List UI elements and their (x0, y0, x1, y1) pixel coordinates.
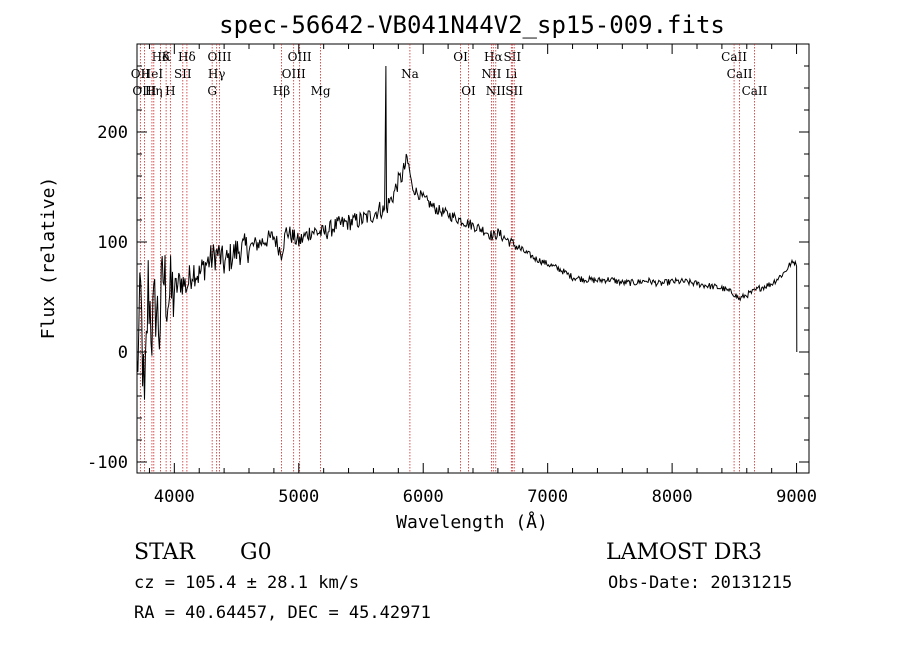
line-marker-label-27: CaII (742, 84, 768, 98)
x-tick-label: 6000 (403, 487, 444, 507)
line-marker-label-26: SII (505, 84, 523, 98)
line-marker-label-25: NII (486, 84, 506, 98)
x-axis-label: Wavelength (Å) (396, 511, 548, 533)
tick-layer: 4000 5000 6000 7000 8000 9000 -100 0 100 200 (87, 43, 817, 507)
y-axis-label: Flux (relative) (38, 177, 59, 340)
x-tick-label: 8000 (652, 487, 693, 507)
line-marker-label-6: Hα (484, 50, 503, 64)
line-marker-label-7: SII (503, 50, 521, 64)
y-tick-label: 100 (97, 233, 128, 253)
line-marker-label-0: Hδ (152, 50, 170, 64)
line-marker-label-4: OIII (288, 50, 312, 64)
line-marker-label-3: OIII (207, 50, 231, 64)
line-marker-label-11: SII (174, 67, 192, 81)
object-subclass: G0 (240, 540, 272, 565)
x-tick-label: 5000 (278, 487, 319, 507)
line-marker-label-24: OI (461, 84, 476, 98)
line-marker-label-14: Na (401, 67, 419, 81)
line-marker-label-16: Li (505, 67, 517, 81)
chart-title: spec-56642-VB041N44V2_sp15-009.fits (219, 11, 725, 39)
line-marker-label-15: NII (481, 67, 501, 81)
object-class: STAR (134, 540, 195, 565)
line-marker-label-1: K (162, 50, 172, 64)
line-marker-label-10: HeI (141, 67, 164, 81)
line-marker-label-21: G (207, 84, 217, 98)
line-marker-label-17: CaII (727, 67, 753, 81)
plot-frame (136, 43, 810, 474)
x-tick-label: 7000 (527, 487, 568, 507)
line-marker-label-23: Mg (311, 84, 331, 98)
redshift-text: cz = 105.4 ± 28.1 km/s (134, 573, 360, 593)
line-marker-label-22: Hβ (273, 84, 290, 98)
x-tick-label: 4000 (154, 487, 195, 507)
line-marker-label-8: CaII (721, 50, 747, 64)
line-marker-label-2: Hδ (178, 50, 196, 64)
obs-date-text: Obs-Date: 20131215 (608, 573, 793, 593)
x-tick-label: 9000 (776, 487, 817, 507)
series-layer (136, 65, 798, 400)
line-marker-label-20: H (165, 84, 175, 98)
y-tick-label: 200 (97, 123, 128, 143)
line-marker-label-5: OI (453, 50, 468, 64)
spectrum-line (136, 65, 798, 400)
coords-text: RA = 40.64457, DEC = 45.42971 (134, 603, 431, 623)
line-marker-label-12: Hγ (208, 67, 226, 81)
line-marker-label-9: OII (131, 67, 151, 81)
y-tick-label: -100 (87, 453, 128, 473)
survey-name: LAMOST DR3 (606, 540, 762, 565)
line-marker-label-19: Hη (145, 84, 163, 98)
y-tick-label: 0 (118, 343, 128, 363)
line-marker-label-13: OIII (282, 67, 306, 81)
